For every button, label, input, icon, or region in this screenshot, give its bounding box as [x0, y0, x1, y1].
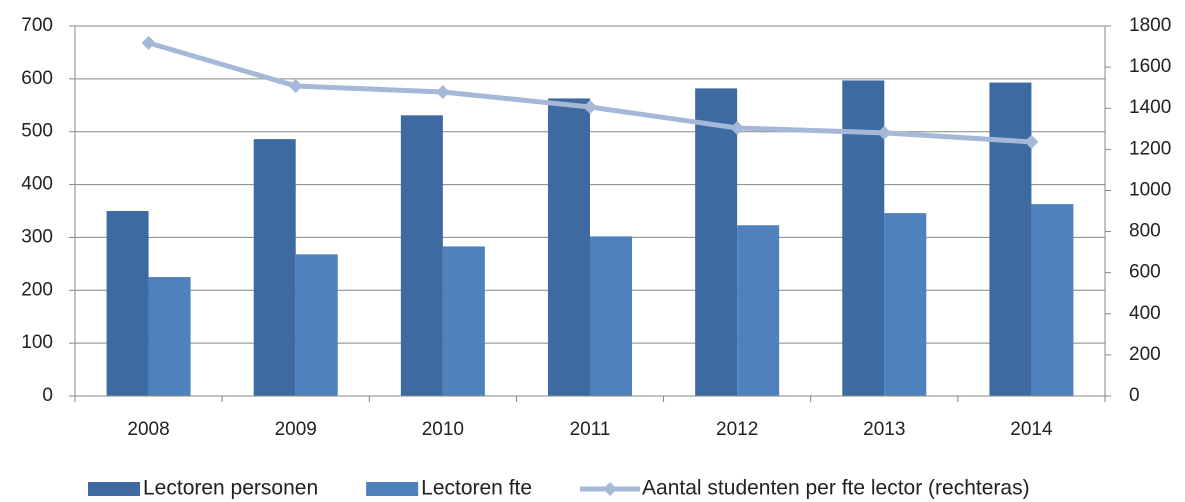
x-tick-label: 2010	[422, 419, 464, 440]
x-tick-label: 2008	[127, 419, 169, 440]
y-tick-label: 300	[21, 226, 53, 247]
x-tick-label: 2011	[570, 419, 611, 440]
bar	[884, 213, 927, 396]
bar	[548, 98, 590, 397]
bar	[400, 115, 443, 396]
line-marker	[583, 99, 597, 114]
y2-tick-label: 800	[1129, 221, 1161, 242]
y-tick-label: 400	[21, 174, 53, 195]
y-tick-label: 200	[21, 279, 53, 300]
line-marker	[288, 79, 303, 94]
y2-tick-label: 200	[1129, 344, 1161, 365]
legend-label: Aantal studenten per fte lector (rechter…	[642, 477, 1030, 500]
line-marker	[141, 35, 156, 50]
y-tick-label: 500	[21, 121, 53, 142]
line-marker	[1024, 134, 1039, 149]
legend-label: Lectoren fte	[421, 477, 532, 500]
y2-tick-label: 600	[1129, 262, 1161, 283]
x-tick-label: 2012	[716, 419, 758, 440]
bar	[1031, 204, 1074, 396]
y2-tick-label: 1000	[1129, 179, 1171, 200]
legend-swatch	[88, 482, 140, 496]
bar	[989, 82, 1032, 397]
bar	[590, 236, 632, 396]
bar	[106, 211, 149, 396]
y-tick-label: 600	[21, 68, 53, 89]
line-marker	[730, 120, 745, 135]
bar	[253, 139, 296, 396]
y-tick-label: 700	[21, 15, 53, 36]
x-tick-label: 2009	[275, 419, 317, 440]
bar	[842, 80, 885, 396]
y-tick-label: 100	[21, 332, 53, 353]
y-tick-label: 0	[42, 385, 53, 406]
y2-tick-label: 1600	[1129, 56, 1171, 77]
legend-label: Lectoren personen	[143, 477, 318, 500]
bar	[148, 277, 191, 396]
y2-tick-label: 1400	[1129, 97, 1171, 118]
line-marker	[435, 84, 450, 99]
x-tick-label: 2014	[1010, 419, 1053, 440]
y2-tick-label: 1200	[1129, 138, 1171, 159]
line-marker	[877, 125, 892, 140]
bar	[695, 88, 738, 396]
bar	[737, 225, 780, 396]
y2-tick-label: 1800	[1129, 15, 1171, 36]
legend-swatch	[603, 482, 618, 496]
y2-tick-label: 0	[1129, 385, 1140, 406]
bar	[442, 246, 485, 396]
bar	[295, 254, 338, 396]
x-tick-label: 2013	[863, 419, 905, 440]
y2-tick-label: 400	[1129, 303, 1161, 324]
legend-swatch	[366, 482, 419, 496]
